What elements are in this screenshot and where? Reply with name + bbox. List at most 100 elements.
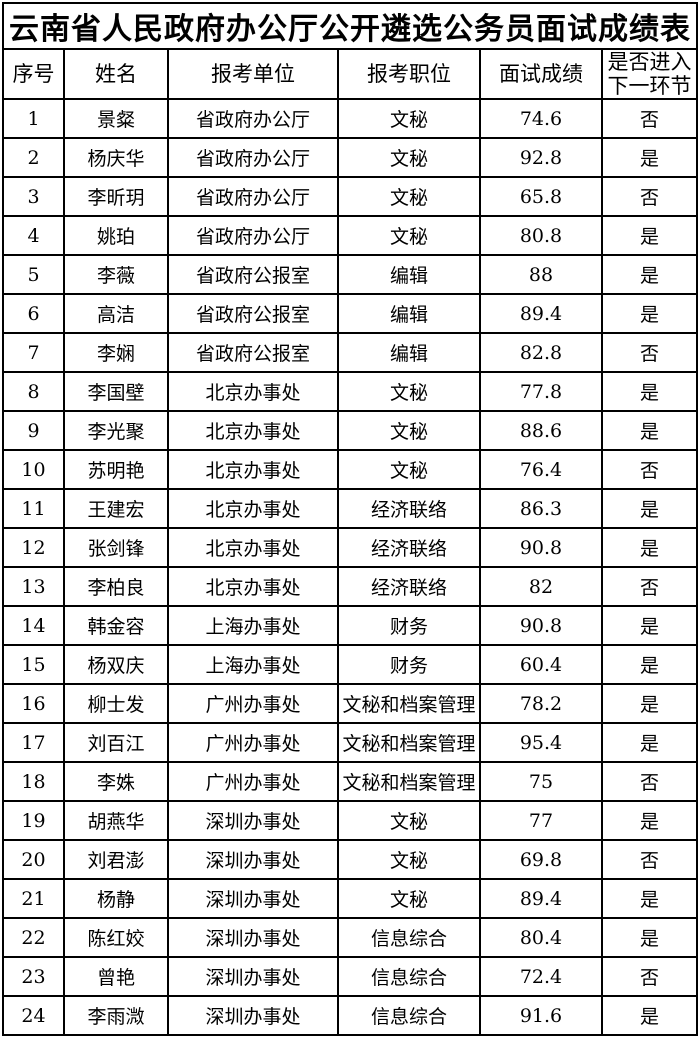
cell-next-round: 否 <box>601 449 698 491</box>
cell-index: 10 <box>2 449 65 491</box>
cell-unit: 省政府公报室 <box>167 332 339 374</box>
table-row: 3 李昕玥 省政府办公厅 文秘 65.8 否 <box>2 176 698 218</box>
cell-next-round: 否 <box>601 839 698 881</box>
cell-position: 编辑 <box>337 254 481 296</box>
cell-score: 89.4 <box>479 293 603 335</box>
cell-score: 90.8 <box>479 605 603 647</box>
cell-index: 18 <box>2 761 65 803</box>
table-row: 16 柳士发 广州办事处 文秘和档案管理 78.2 是 <box>2 683 698 725</box>
cell-score: 80.8 <box>479 215 603 257</box>
cell-score: 91.6 <box>479 995 603 1037</box>
cell-score: 69.8 <box>479 839 603 881</box>
cell-next-round: 是 <box>601 917 698 959</box>
cell-name: 杨庆华 <box>63 137 169 179</box>
cell-name: 陈红姣 <box>63 917 169 959</box>
cell-name: 曾艳 <box>63 956 169 998</box>
cell-name: 李雨溦 <box>63 995 169 1037</box>
cell-index: 17 <box>2 722 65 764</box>
cell-index: 20 <box>2 839 65 881</box>
cell-unit: 深圳办事处 <box>167 995 339 1037</box>
cell-name: 刘君澎 <box>63 839 169 881</box>
table-row: 13 李柏良 北京办事处 经济联络 82 否 <box>2 566 698 608</box>
cell-unit: 省政府办公厅 <box>167 98 339 140</box>
cell-name: 李薇 <box>63 254 169 296</box>
cell-score: 88 <box>479 254 603 296</box>
cell-name: 李光聚 <box>63 410 169 452</box>
table-row: 19 胡燕华 深圳办事处 文秘 77 是 <box>2 800 698 842</box>
table-row: 2 杨庆华 省政府办公厅 文秘 92.8 是 <box>2 137 698 179</box>
cell-position: 经济联络 <box>337 527 481 569</box>
cell-score: 82 <box>479 566 603 608</box>
cell-unit: 深圳办事处 <box>167 917 339 959</box>
cell-unit: 广州办事处 <box>167 761 339 803</box>
table-row: 14 韩金容 上海办事处 财务 90.8 是 <box>2 605 698 647</box>
cell-score: 65.8 <box>479 176 603 218</box>
cell-unit: 北京办事处 <box>167 410 339 452</box>
cell-position: 文秘和档案管理 <box>337 683 481 725</box>
cell-position: 文秘 <box>337 410 481 452</box>
table-row: 17 刘百江 广州办事处 文秘和档案管理 95.4 是 <box>2 722 698 764</box>
cell-score: 86.3 <box>479 488 603 530</box>
cell-position: 信息综合 <box>337 956 481 998</box>
table-row: 23 曾艳 深圳办事处 信息综合 72.4 否 <box>2 956 698 998</box>
cell-score: 78.2 <box>479 683 603 725</box>
table-row: 1 景粲 省政府办公厅 文秘 74.6 否 <box>2 98 698 140</box>
cell-position: 文秘 <box>337 839 481 881</box>
cell-position: 信息综合 <box>337 917 481 959</box>
cell-next-round: 否 <box>601 761 698 803</box>
cell-name: 李国壁 <box>63 371 169 413</box>
cell-score: 75 <box>479 761 603 803</box>
cell-position: 文秘和档案管理 <box>337 722 481 764</box>
cell-next-round: 是 <box>601 137 698 179</box>
cell-next-round: 否 <box>601 956 698 998</box>
cell-unit: 北京办事处 <box>167 488 339 530</box>
cell-name: 李娴 <box>63 332 169 374</box>
table-row: 22 陈红姣 深圳办事处 信息综合 80.4 是 <box>2 917 698 959</box>
table-row: 4 姚珀 省政府办公厅 文秘 80.8 是 <box>2 215 698 257</box>
cell-score: 72.4 <box>479 956 603 998</box>
page-title: 云南省人民政府办公厅公开遴选公务员面试成绩表 <box>2 2 698 50</box>
cell-unit: 广州办事处 <box>167 683 339 725</box>
cell-score: 60.4 <box>479 644 603 686</box>
cell-score: 76.4 <box>479 449 603 491</box>
cell-index: 19 <box>2 800 65 842</box>
cell-name: 苏明艳 <box>63 449 169 491</box>
col-header-unit: 报考单位 <box>167 47 339 101</box>
cell-next-round: 是 <box>601 371 698 413</box>
cell-next-round: 否 <box>601 176 698 218</box>
table-row: 18 李姝 广州办事处 文秘和档案管理 75 否 <box>2 761 698 803</box>
cell-position: 文秘 <box>337 878 481 920</box>
table-row: 10 苏明艳 北京办事处 文秘 76.4 否 <box>2 449 698 491</box>
cell-name: 杨静 <box>63 878 169 920</box>
cell-name: 王建宏 <box>63 488 169 530</box>
col-header-name: 姓名 <box>63 47 169 101</box>
cell-unit: 北京办事处 <box>167 566 339 608</box>
cell-position: 信息综合 <box>337 995 481 1037</box>
cell-index: 1 <box>2 98 65 140</box>
table-row: 21 杨静 深圳办事处 文秘 89.4 是 <box>2 878 698 920</box>
cell-name: 高洁 <box>63 293 169 335</box>
cell-score: 82.8 <box>479 332 603 374</box>
cell-next-round: 是 <box>601 293 698 335</box>
cell-score: 90.8 <box>479 527 603 569</box>
cell-score: 89.4 <box>479 878 603 920</box>
cell-name: 胡燕华 <box>63 800 169 842</box>
col-header-next-round: 是否进入下一环节 <box>601 47 698 101</box>
table-title-row: 云南省人民政府办公厅公开遴选公务员面试成绩表 <box>2 2 698 50</box>
cell-index: 11 <box>2 488 65 530</box>
cell-position: 财务 <box>337 605 481 647</box>
cell-next-round: 是 <box>601 254 698 296</box>
cell-name: 张剑锋 <box>63 527 169 569</box>
cell-unit: 深圳办事处 <box>167 956 339 998</box>
col-header-index: 序号 <box>2 47 65 101</box>
cell-position: 文秘 <box>337 137 481 179</box>
cell-index: 15 <box>2 644 65 686</box>
cell-next-round: 否 <box>601 98 698 140</box>
cell-index: 8 <box>2 371 65 413</box>
cell-next-round: 是 <box>601 722 698 764</box>
cell-position: 文秘和档案管理 <box>337 761 481 803</box>
cell-name: 李昕玥 <box>63 176 169 218</box>
cell-unit: 省政府公报室 <box>167 254 339 296</box>
cell-index: 21 <box>2 878 65 920</box>
